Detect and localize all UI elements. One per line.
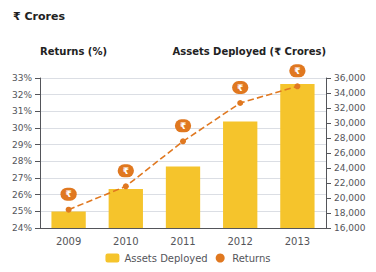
svg-text:Assets Deployed (₹ Crores): Assets Deployed (₹ Crores) [172, 46, 326, 57]
svg-text:₹: ₹ [65, 189, 71, 199]
svg-text:25%: 25% [12, 206, 32, 216]
svg-text:₹ Crores: ₹ Crores [13, 10, 65, 23]
svg-text:28,000: 28,000 [334, 133, 366, 143]
svg-text:33%: 33% [12, 73, 32, 83]
svg-text:32,000: 32,000 [334, 103, 366, 113]
svg-text:30,000: 30,000 [334, 118, 366, 128]
svg-text:30%: 30% [12, 123, 32, 133]
svg-text:20,000: 20,000 [334, 193, 366, 203]
svg-text:31%: 31% [12, 106, 32, 116]
svg-text:26,000: 26,000 [334, 148, 366, 158]
svg-text:2011: 2011 [170, 236, 195, 247]
svg-text:₹: ₹ [123, 166, 129, 176]
svg-text:34,000: 34,000 [334, 88, 366, 98]
svg-text:Assets Deployed: Assets Deployed [124, 253, 207, 264]
svg-text:16,000: 16,000 [334, 223, 366, 233]
svg-text:₹: ₹ [237, 83, 243, 93]
svg-text:Returns: Returns [232, 253, 270, 264]
svg-text:27%: 27% [12, 173, 32, 183]
svg-text:36,000: 36,000 [334, 73, 366, 83]
svg-text:2013: 2013 [285, 236, 310, 247]
svg-text:₹: ₹ [180, 121, 186, 131]
svg-text:₹: ₹ [294, 66, 300, 76]
svg-text:26%: 26% [12, 190, 32, 200]
svg-text:29%: 29% [12, 140, 32, 150]
svg-text:18,000: 18,000 [334, 208, 366, 218]
svg-text:2010: 2010 [113, 236, 138, 247]
svg-text:24,000: 24,000 [334, 163, 366, 173]
svg-text:24%: 24% [12, 223, 32, 233]
svg-text:22,000: 22,000 [334, 178, 366, 188]
svg-text:Returns (%): Returns (%) [40, 46, 107, 57]
svg-text:2009: 2009 [56, 236, 81, 247]
svg-text:32%: 32% [12, 90, 32, 100]
svg-text:28%: 28% [12, 156, 32, 166]
svg-text:2012: 2012 [227, 236, 252, 247]
